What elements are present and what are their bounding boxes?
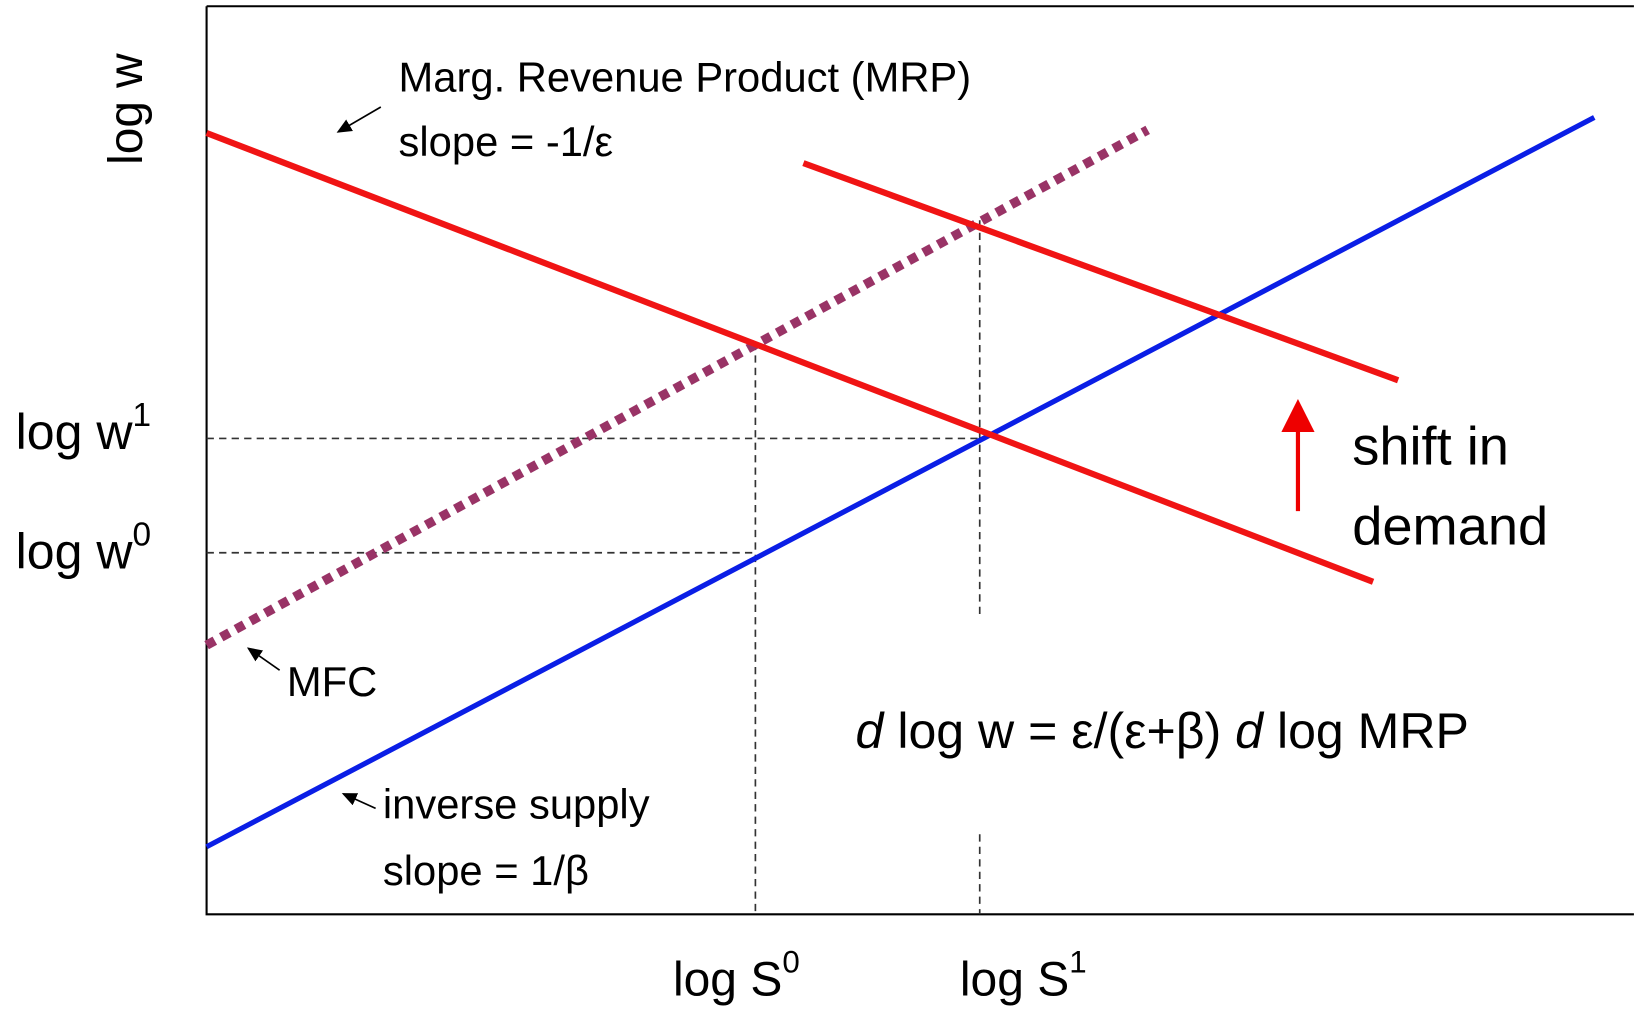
frame [205,5,1634,916]
pointer-arrows [246,106,382,810]
supply-line [205,115,1596,850]
tick-base: log S [960,953,1069,1006]
mrp-title: Marg. Revenue Product (MRP) [399,54,972,101]
formula-part: log w = ε/(ε+β) [897,703,1221,759]
formula-part: d [856,703,886,759]
y-tick-label: log w0 [16,517,151,580]
x-tick-label: log S0 [673,945,800,1007]
formula: d log w = ε/(ε+β) d log MRP [856,703,1469,759]
guides [206,220,981,915]
y-axis-label: log w [100,53,153,165]
supply-title: inverse supply [383,781,650,828]
tick-sup: 0 [133,517,152,554]
tick-sup: 1 [1069,945,1086,980]
mfc-label: MFC [287,658,377,705]
tick-base: log w [16,523,134,579]
formula-part: d [1235,703,1265,759]
supply-slope: slope = 1/β [383,847,589,894]
shift-label: shift in [1352,417,1509,477]
shift-label: demand [1352,497,1548,557]
mrp-shifted-line [802,160,1400,384]
tick-sup: 0 [782,945,799,980]
mrp-slope: slope = -1/ε [399,118,614,165]
tick-base: log S [673,953,782,1006]
tick-sup: 1 [133,397,152,434]
mfc-line [204,125,1150,650]
formula-part: log MRP [1277,703,1469,759]
tick-base: log w [16,404,134,460]
y-tick-label: log w1 [16,397,151,460]
mrp-line [205,130,1375,585]
x-tick-label: log S1 [960,945,1087,1007]
